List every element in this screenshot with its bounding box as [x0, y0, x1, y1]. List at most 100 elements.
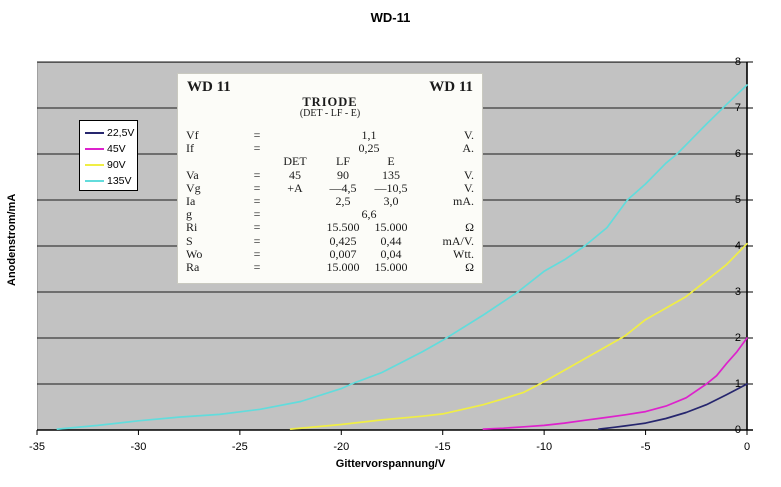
datasheet-title-left: WD 11	[187, 79, 231, 95]
ds-param-label: g	[186, 207, 192, 222]
ds-equals: =	[253, 180, 261, 195]
y-axis-title: Anodenstrom/mA	[6, 193, 18, 286]
ds-param-label: Va	[186, 167, 199, 182]
datasheet-row: g = 6,6	[186, 208, 474, 221]
legend-label: 90V	[107, 159, 126, 171]
ds-value-det: DET	[283, 154, 307, 169]
datasheet-table: Vf = 1,1 V. If = 0,25 A. DET LF E Va = 45 90 135 V. Vg = +A…	[186, 128, 474, 274]
ds-equals	[238, 155, 276, 168]
ds-param-label: Ia	[186, 193, 196, 208]
ds-value-lf: 0,007	[329, 246, 357, 261]
ds-value-e: 0,44	[380, 233, 402, 248]
legend-item: 45V	[80, 141, 137, 157]
ds-unit: mA.	[453, 193, 474, 208]
ds-value-e: E	[387, 154, 395, 169]
legend-label: 22,5V	[107, 127, 135, 139]
ds-value-e: 135	[382, 167, 400, 182]
ds-param-label: Ra	[186, 259, 200, 274]
ds-unit	[410, 155, 474, 168]
ds-unit: V.	[463, 128, 474, 142]
ds-unit: V.	[463, 167, 474, 182]
ds-value-lf: 15.500	[326, 220, 360, 235]
y-tick-label: 1	[734, 378, 741, 390]
ds-value-lf: LF	[335, 154, 350, 169]
y-tick-label: 2	[734, 332, 741, 344]
datasheet-row: Ra = 15.000 15.000 Ω	[186, 259, 474, 274]
legend-line-swatch	[85, 148, 104, 150]
x-tick-label: -5	[640, 441, 651, 453]
ds-param-label: S	[186, 233, 193, 248]
ds-unit: Ω	[465, 220, 474, 235]
ds-unit: A.	[462, 141, 474, 156]
ds-param-label: Ri	[186, 220, 198, 235]
datasheet-heading: TRIODE	[302, 95, 358, 109]
ds-value-e: 15.000	[374, 259, 408, 274]
ds-param-label: If	[186, 141, 194, 156]
legend-item: 135V	[80, 173, 137, 189]
chart-title: WD-11	[370, 10, 411, 25]
legend-item: 22,5V	[80, 125, 137, 141]
ds-equals: =	[253, 233, 261, 248]
ds-equals: =	[253, 167, 261, 182]
datasheet-row: Wo = 0,007 0,04 Wtt.	[186, 246, 474, 261]
y-tick-label: 7	[734, 102, 741, 114]
ds-unit: V.	[463, 180, 474, 195]
x-tick-label: -15	[434, 441, 451, 453]
ds-equals: =	[253, 220, 261, 235]
ds-value-det	[276, 248, 314, 261]
datasheet-row: Va = 45 90 135 V.	[186, 167, 474, 182]
ds-equals: =	[253, 246, 261, 261]
ds-value-e: 0,04	[380, 246, 402, 261]
datasheet-inset: WD 11 WD 11 TRIODE (DET - LF - E) Vf = 1,1…	[177, 73, 483, 284]
ds-value-e: 15.000	[374, 220, 408, 235]
ds-equals: =	[253, 193, 261, 208]
y-tick-label: 3	[734, 286, 741, 298]
legend-label: 45V	[107, 143, 126, 155]
ds-value-lf: 15.000	[326, 259, 360, 274]
ds-value-det	[276, 221, 314, 234]
legend-label: 135V	[107, 175, 132, 187]
ds-value-e: —10,5	[374, 180, 408, 195]
ds-value-det	[276, 208, 314, 221]
x-tick-label: -20	[333, 441, 350, 453]
x-axis-title: Gittervorspannung/V	[335, 458, 446, 470]
x-tick-label: -30	[130, 441, 147, 453]
ds-value-det	[276, 129, 314, 142]
ds-param-label: Vg	[186, 180, 201, 195]
x-tick-label: -25	[231, 441, 248, 453]
ds-value-lf: 0,425	[329, 233, 357, 248]
ds-value-det	[276, 235, 314, 248]
datasheet-row: Vf = 1,1 V.	[186, 128, 474, 142]
ds-equals: =	[253, 259, 261, 274]
ds-value-det: 45	[289, 167, 301, 182]
ds-value-lf: 2,5	[335, 193, 351, 208]
datasheet-row: If = 0,25 A.	[186, 142, 474, 155]
datasheet-row: S = 0,425 0,44 mA/V.	[186, 233, 474, 248]
ds-value-det: +A	[287, 180, 303, 195]
x-tick-label: -10	[536, 441, 553, 453]
ds-param-label: Vf	[186, 128, 199, 142]
y-tick-label: 8	[734, 56, 741, 68]
x-tick-label: 0	[743, 441, 751, 453]
legend-line-swatch	[85, 164, 104, 166]
x-tick-label: -35	[29, 441, 45, 453]
datasheet-row: Ri = 15.500 15.000 Ω	[186, 221, 474, 234]
ds-value-e: 3,0	[383, 193, 399, 208]
ds-value-lf: 90	[337, 167, 349, 182]
y-tick-label: 6	[734, 148, 741, 160]
ds-value-mid: 1,1	[361, 128, 377, 142]
ds-value-det	[276, 195, 314, 208]
datasheet-subheading: (DET - LF - E)	[299, 108, 361, 119]
y-tick-label: 4	[734, 240, 741, 252]
ds-value-lf: —4,5	[329, 180, 357, 195]
datasheet-row: DET LF E	[186, 155, 474, 168]
datasheet-row: Ia = 2,5 3,0 mA.	[186, 193, 474, 208]
y-tick-label: 5	[734, 194, 741, 206]
legend-item: 90V	[80, 157, 137, 173]
ds-unit: Ω	[465, 259, 474, 274]
ds-param-label	[186, 155, 238, 168]
ds-equals: =	[253, 207, 261, 222]
y-tick-label: 0	[734, 424, 741, 436]
legend-line-swatch	[85, 180, 104, 182]
